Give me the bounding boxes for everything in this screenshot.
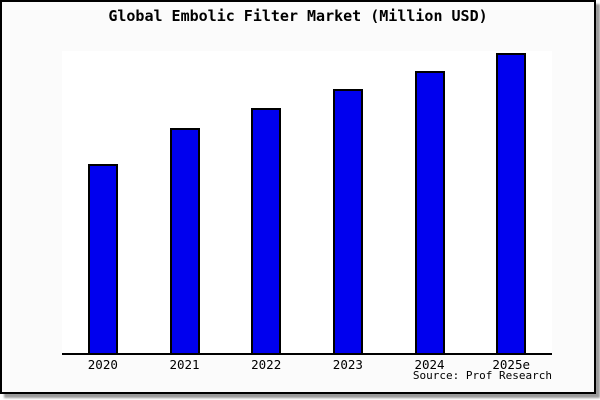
chart-title: Global Embolic Filter Market (Million US…: [108, 7, 488, 25]
x-axis-label-2022: 2022: [251, 357, 282, 372]
bar-2020: [87, 163, 118, 353]
chart-frame: Global Embolic Filter Market (Million US…: [0, 0, 596, 394]
bar-slot: [225, 51, 307, 353]
x-axis-label-2020: 2020: [87, 357, 118, 372]
bar-2023: [332, 88, 363, 353]
bar-2025e: [496, 52, 527, 353]
bar-2022: [251, 108, 282, 353]
x-axis-label-2024: 2024: [414, 357, 445, 372]
bar-slot: [144, 51, 226, 353]
source-credit: Source: Prof Research: [412, 369, 552, 382]
bar-slot: [62, 51, 144, 353]
x-axis-label-2023: 2023: [332, 357, 363, 372]
x-axis-label-2021: 2021: [169, 357, 200, 372]
bar-2021: [169, 127, 200, 353]
bar-2024: [414, 70, 445, 353]
bar-slot: [307, 51, 389, 353]
plot-area: [62, 51, 552, 355]
bar-slot: [389, 51, 471, 353]
x-axis-labels: 2020 2021 2022 2023 2024 2025e: [62, 357, 552, 372]
bar-slot: [470, 51, 552, 353]
x-axis-label-2025e: 2025e: [492, 357, 531, 372]
